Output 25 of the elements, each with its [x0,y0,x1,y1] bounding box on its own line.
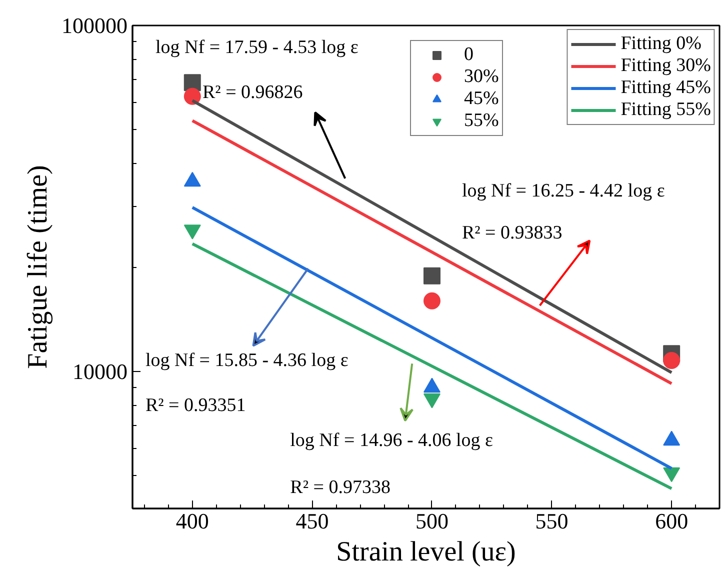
x-tick-label: 400 [176,508,209,534]
legend-label: Fitting 55% [620,99,711,121]
x-axis-title: Strain level (uε) [336,536,516,568]
annotation: R² = 0.97338 [290,477,390,498]
annotation: R² = 0.93351 [145,394,246,416]
x-tick-label: 500 [415,508,448,534]
annotation: R² = 0.96826 [202,82,303,104]
x-tick-label: 550 [535,508,568,534]
annotation: log Nf = 17.59 - 4.53 log ε [156,37,358,58]
x-tick-label: 450 [296,508,329,534]
annotation: log Nf = 14.96 - 4.06 log ε [290,430,494,452]
legend-label: 45% [464,88,499,110]
x-tick-label: 600 [655,508,688,534]
legend-label: Fitting 30% [620,55,711,77]
y-tick-label: 10000 [72,359,128,384]
annotation: log Nf = 15.85 - 4.36 log ε [145,350,348,372]
annotation: R² = 0.93833 [462,222,562,244]
y-tick-label: 100000 [62,13,128,38]
legend-label: Fitting 0% [620,33,702,55]
legend-label: 55% [464,110,499,132]
y-axis-title: Fatigue life (time) [22,165,54,369]
legend-label: Fitting 45% [620,77,711,99]
legend-label: 0 [464,44,474,66]
annotation: log Nf = 16.25 - 4.42 log ε [462,180,665,202]
legend-label: 30% [464,66,499,88]
